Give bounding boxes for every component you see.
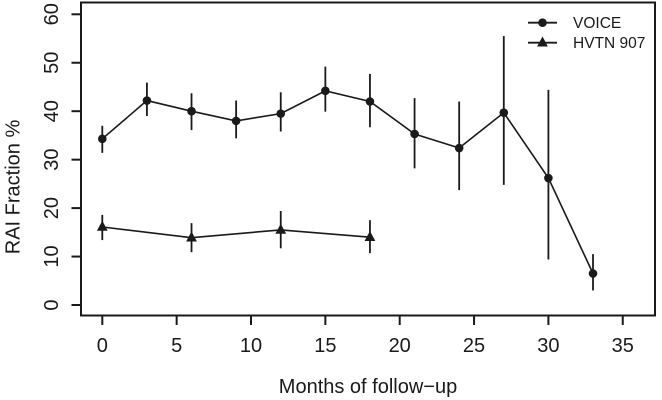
y-axis-tick-label: 10 — [41, 245, 63, 267]
y-axis-tick-label: 30 — [41, 149, 63, 171]
x-axis-tick-label: 30 — [537, 335, 559, 357]
x-axis-tick-label: 15 — [314, 335, 336, 357]
data-point-voice — [499, 108, 509, 117]
x-axis-tick-label: 35 — [612, 335, 634, 357]
legend-triangle-icon — [537, 36, 548, 47]
data-point-voice — [588, 269, 598, 278]
y-axis-label: RAI Fraction % — [2, 119, 25, 255]
legend-circle-icon — [538, 18, 547, 28]
data-point-voice — [365, 97, 375, 106]
legend-label-voice: VOICE — [573, 15, 621, 32]
data-point-voice — [321, 86, 330, 96]
data-point-voice — [276, 109, 286, 118]
data-point-voice — [98, 134, 107, 144]
data-point-voice — [410, 129, 419, 139]
data-point-hvtn-907 — [364, 230, 376, 241]
data-point-voice — [187, 106, 196, 116]
data-point-voice — [231, 116, 241, 126]
data-point-hvtn-907 — [186, 231, 197, 242]
data-point-voice — [142, 96, 152, 105]
y-axis-tick-label: 20 — [41, 197, 63, 219]
series-line-voice — [101, 90, 594, 274]
legend-label-hvtn-907: HVTN 907 — [573, 35, 645, 52]
series-line-hvtn-907 — [102, 226, 371, 239]
y-axis-tick-label: 60 — [41, 3, 63, 25]
x-axis-tick-label: 0 — [97, 335, 108, 357]
y-axis-tick-label: 40 — [41, 100, 63, 122]
y-axis-tick-label: 50 — [41, 52, 63, 74]
plot-box — [80, 1, 656, 317]
x-axis-tick-label: 20 — [389, 335, 411, 357]
data-point-hvtn-907 — [96, 220, 108, 231]
x-axis-tick-label: 25 — [463, 335, 485, 357]
x-axis-label: Months of follow−up — [278, 376, 458, 398]
data-point-voice — [544, 173, 553, 183]
data-point-voice — [454, 143, 464, 153]
x-axis-tick-label: 10 — [240, 335, 262, 357]
data-point-hvtn-907 — [275, 223, 287, 234]
x-axis-tick-label: 5 — [171, 335, 182, 357]
y-axis-tick-label: 0 — [41, 299, 63, 310]
